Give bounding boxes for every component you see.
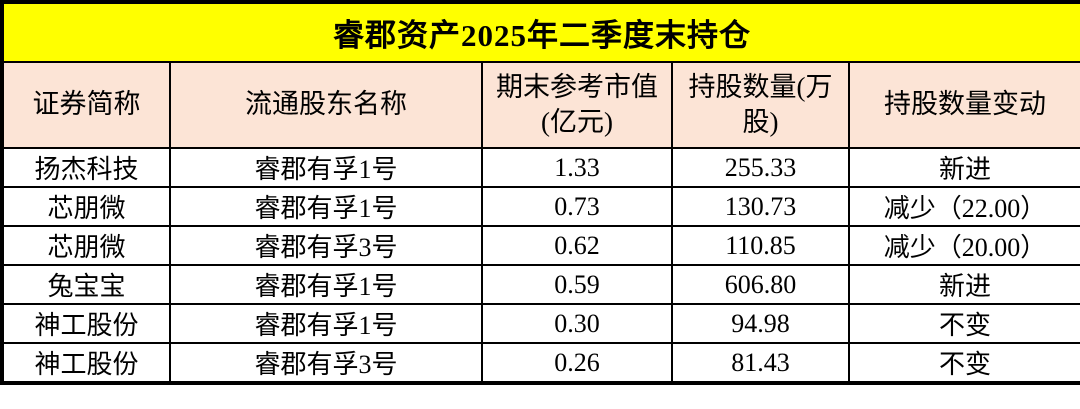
cell-share-count: 606.80 <box>671 264 850 305</box>
cell-shareholder-name: 睿郡有孚1号 <box>169 303 483 344</box>
table-title: 睿郡资产2025年二季度末持仓 <box>1 1 1080 63</box>
cell-share-count: 130.73 <box>671 186 850 227</box>
table-row: 兔宝宝 睿郡有孚1号 0.59 606.80 新进 <box>1 264 1080 305</box>
cell-security-name: 扬杰科技 <box>1 147 171 188</box>
cell-shareholder-name: 睿郡有孚1号 <box>169 186 483 227</box>
table-row: 神工股份 睿郡有孚3号 0.26 81.43 不变 <box>1 342 1080 384</box>
table-row: 芯朋微 睿郡有孚3号 0.62 110.85 减少（20.00） <box>1 225 1080 266</box>
title-row: 睿郡资产2025年二季度末持仓 <box>1 1 1080 63</box>
cell-market-value: 0.26 <box>481 342 673 384</box>
cell-security-name: 兔宝宝 <box>1 264 171 305</box>
cell-market-value: 0.59 <box>481 264 673 305</box>
cell-market-value: 0.73 <box>481 186 673 227</box>
cell-shareholder-name: 睿郡有孚1号 <box>169 147 483 188</box>
cell-shareholder-name: 睿郡有孚3号 <box>169 342 483 384</box>
header-security-name: 证券简称 <box>1 61 171 149</box>
cell-share-count-change: 减少（22.00） <box>848 186 1080 227</box>
table-row: 神工股份 睿郡有孚1号 0.30 94.98 不变 <box>1 303 1080 344</box>
cell-security-name: 芯朋微 <box>1 186 171 227</box>
table-row: 扬杰科技 睿郡有孚1号 1.33 255.33 新进 <box>1 147 1080 188</box>
cell-shareholder-name: 睿郡有孚3号 <box>169 225 483 266</box>
cell-market-value: 1.33 <box>481 147 673 188</box>
header-market-value: 期末参考市值 (亿元) <box>481 61 673 149</box>
cell-share-count-change: 新进 <box>848 264 1080 305</box>
header-shareholder-name: 流通股东名称 <box>169 61 483 149</box>
holdings-table: 睿郡资产2025年二季度末持仓 证券简称 流通股东名称 期末参考市值 (亿元) … <box>0 0 1080 385</box>
cell-share-count-change: 不变 <box>848 342 1080 384</box>
header-row: 证券简称 流通股东名称 期末参考市值 (亿元) 持股数量(万 股) 持股数量变动 <box>1 61 1080 149</box>
cell-security-name: 芯朋微 <box>1 225 171 266</box>
cell-share-count: 94.98 <box>671 303 850 344</box>
cell-market-value: 0.62 <box>481 225 673 266</box>
header-share-count: 持股数量(万 股) <box>671 61 850 149</box>
cell-share-count-change: 新进 <box>848 147 1080 188</box>
cell-share-count: 81.43 <box>671 342 850 384</box>
header-share-count-change: 持股数量变动 <box>848 61 1080 149</box>
cell-market-value: 0.30 <box>481 303 673 344</box>
cell-share-count-change: 不变 <box>848 303 1080 344</box>
cell-shareholder-name: 睿郡有孚1号 <box>169 264 483 305</box>
cell-share-count: 110.85 <box>671 225 850 266</box>
table-row: 芯朋微 睿郡有孚1号 0.73 130.73 减少（22.00） <box>1 186 1080 227</box>
cell-share-count-change: 减少（20.00） <box>848 225 1080 266</box>
cell-security-name: 神工股份 <box>1 342 171 384</box>
cell-security-name: 神工股份 <box>1 303 171 344</box>
cell-share-count: 255.33 <box>671 147 850 188</box>
